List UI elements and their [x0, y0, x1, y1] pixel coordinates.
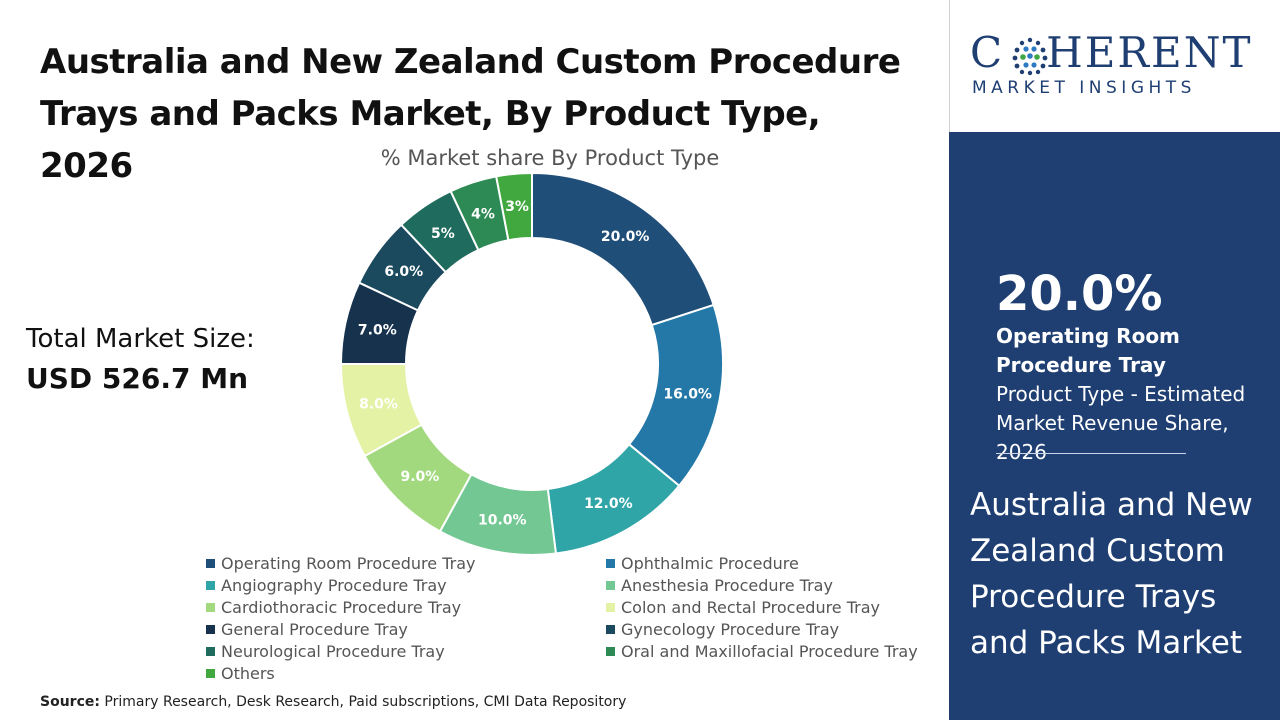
panel-divider	[996, 453, 1186, 454]
legend-item: Operating Room Procedure Tray	[206, 552, 606, 574]
donut-chart: 20.0% 16.0% 12.0% 10.0% 9.0% 8.0% 7.0% 6.0% 5% 4%…	[339, 171, 724, 556]
chart-subtitle: % Market share By Product Type	[380, 146, 720, 170]
legend-label: General Procedure Tray	[221, 619, 408, 639]
legend-swatch	[606, 602, 615, 612]
legend-item: Colon and Rectal Procedure Tray	[606, 596, 926, 618]
legend-item: General Procedure Tray	[206, 618, 606, 640]
chart-title-line-1: Australia and New Zealand Custom Procedu…	[40, 42, 901, 82]
total-market-label: Total Market Size:	[26, 324, 255, 354]
donut-label-1: 20.0%	[601, 229, 650, 245]
legend-label: Colon and Rectal Procedure Tray	[621, 597, 881, 617]
donut-label-9: 5%	[431, 226, 455, 242]
source-label: Source:	[40, 694, 100, 710]
donut-slice-1	[531, 171, 715, 327]
legend-label: Ophthalmic Procedure	[621, 553, 799, 573]
legend-label: Operating Room Procedure Tray	[221, 553, 476, 573]
highlight-caption: Product Type - Estimated Market Revenue …	[996, 382, 1246, 464]
legend-label: Anesthesia Procedure Tray	[621, 575, 833, 595]
legend-item: Angiography Procedure Tray	[206, 574, 606, 596]
legend-swatch	[206, 646, 215, 656]
total-market-value: USD 526.7 Mn	[26, 362, 249, 395]
legend-swatch	[606, 646, 615, 656]
legend-swatch	[606, 558, 615, 568]
globe-logo-icon	[1012, 37, 1048, 76]
legend-label: Cardiothoracic Procedure Tray	[221, 597, 462, 617]
legend-label: Oral and Maxillofacial Procedure Tray	[621, 641, 918, 661]
panel-market-title: Australia and New Zealand Custom Procedu…	[970, 487, 1253, 661]
legend-item: Others	[206, 662, 606, 684]
donut-label-3: 12.0%	[584, 496, 633, 512]
legend-label: Gynecology Procedure Tray	[621, 619, 840, 639]
legend-item: Oral and Maxillofacial Procedure Tray	[606, 640, 926, 662]
legend-swatch	[206, 624, 215, 634]
logo-word-left: C	[970, 28, 1005, 77]
highlight-segment: Operating Room Procedure Tray	[996, 324, 1180, 377]
donut-label-5: 9.0%	[401, 469, 440, 485]
donut-slice-11	[495, 171, 533, 242]
legend-swatch	[206, 602, 215, 612]
chart-title: Australia and New Zealand Custom Procedu…	[40, 36, 920, 192]
legend-item: Cardiothoracic Procedure Tray	[206, 596, 606, 618]
chart-legend: Operating Room Procedure Tray Ophthalmic …	[206, 552, 926, 684]
legend-item: Ophthalmic Procedure	[606, 552, 926, 574]
logo-area	[949, 0, 1280, 132]
legend-swatch	[606, 624, 615, 634]
logo-wordmark: C HERENT	[970, 28, 1252, 77]
legend-swatch	[606, 580, 615, 590]
donut-label-10: 4%	[471, 206, 495, 222]
donut-label-2: 16.0%	[663, 387, 712, 403]
logo-subtitle: MARKET INSIGHTS	[972, 78, 1196, 98]
legend-swatch	[206, 580, 215, 590]
donut-label-7: 7.0%	[358, 322, 397, 338]
legend-swatch	[206, 668, 215, 678]
donut-label-4: 10.0%	[478, 513, 527, 529]
legend-item: Anesthesia Procedure Tray	[606, 574, 926, 596]
legend-item: Gynecology Procedure Tray	[606, 618, 926, 640]
donut-label-8: 6.0%	[384, 264, 423, 280]
donut-label-6: 8.0%	[359, 396, 398, 412]
legend-label: Neurological Procedure Tray	[221, 641, 445, 661]
source-note: Source: Primary Research, Desk Research,…	[40, 694, 626, 710]
chart-title-line-2: Trays and Packs Market, By Product Type,…	[40, 94, 821, 186]
highlight-stat: 20.0%	[996, 266, 1163, 322]
highlight-description: Operating Room Procedure Tray Product Ty…	[996, 322, 1246, 467]
side-panel	[949, 132, 1280, 720]
logo-word-right: HERENT	[1046, 28, 1253, 77]
legend-swatch	[206, 558, 215, 568]
legend-item: Neurological Procedure Tray	[206, 640, 606, 662]
source-text: Primary Research, Desk Research, Paid su…	[99, 694, 627, 710]
legend-label: Angiography Procedure Tray	[221, 575, 447, 595]
donut-label-11: 3%	[505, 199, 529, 215]
legend-label: Others	[221, 663, 275, 683]
